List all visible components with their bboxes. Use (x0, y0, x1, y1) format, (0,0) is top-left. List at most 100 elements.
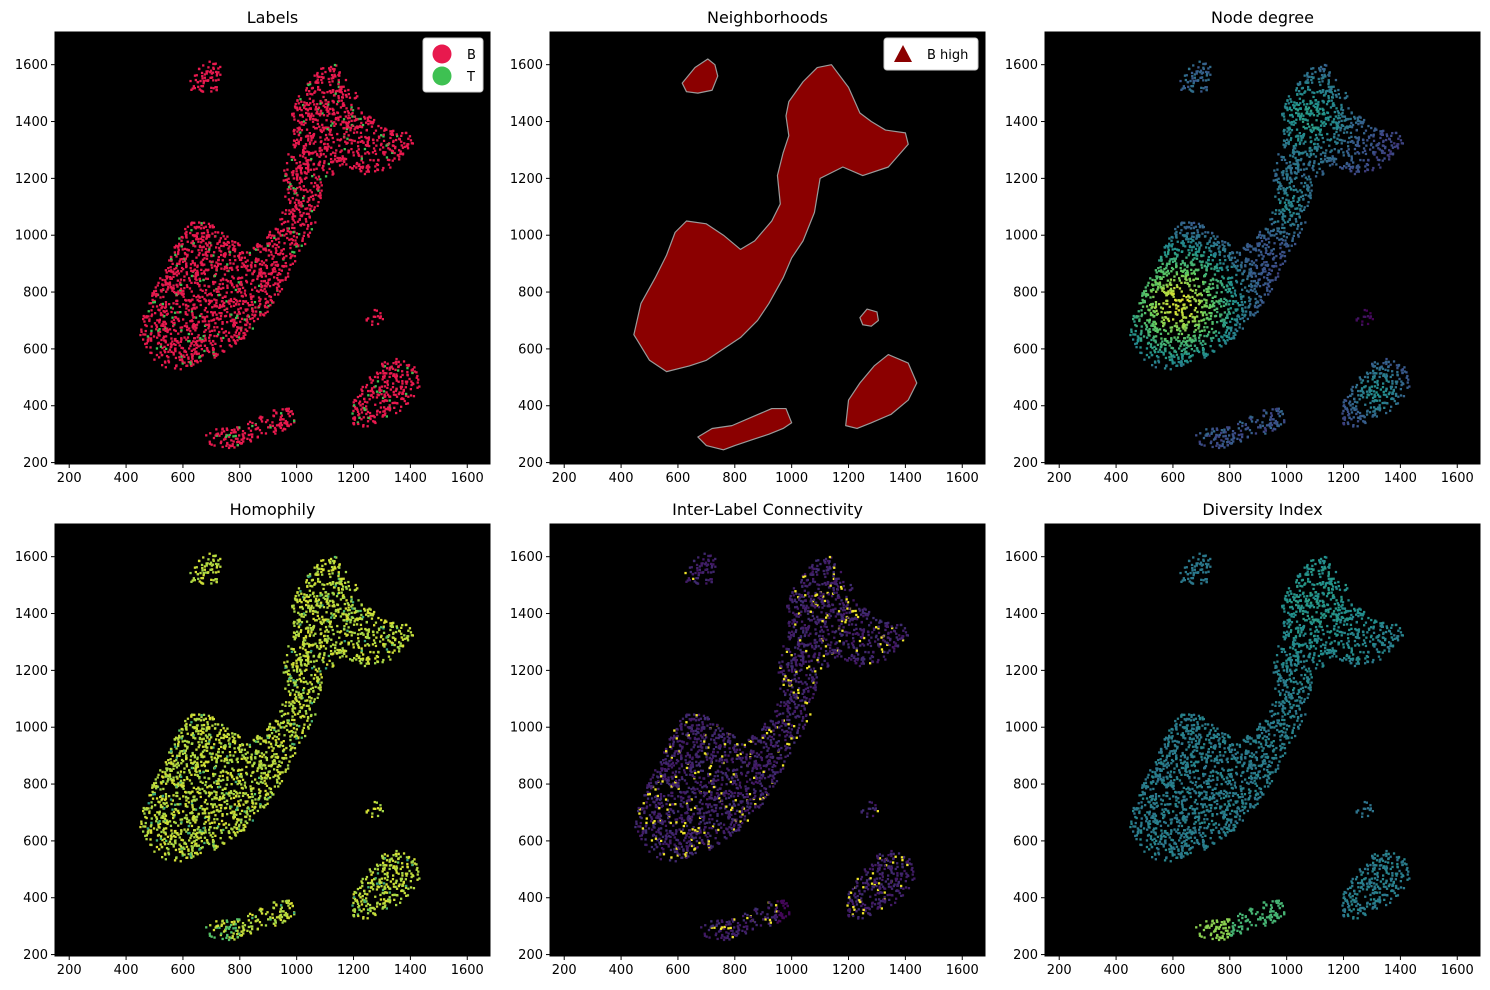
cell-point (149, 302, 153, 305)
cell-point (377, 394, 380, 397)
cell-point (1320, 77, 1323, 80)
cell-point (397, 369, 400, 372)
cell-point (203, 73, 206, 76)
cell-point (234, 248, 237, 251)
cell-point (1300, 191, 1303, 194)
cell-point (201, 316, 204, 319)
cell-point (370, 125, 374, 128)
cell-point (169, 342, 172, 345)
cell-point (383, 129, 386, 132)
cell-point (1191, 85, 1195, 88)
cell-point (305, 87, 308, 90)
cell-point (1292, 189, 1295, 192)
cell-point (236, 443, 239, 447)
cell-point (205, 234, 208, 237)
cell-point (1162, 272, 1165, 275)
cell-point (1350, 170, 1353, 173)
cell-point (261, 416, 264, 419)
cell-point (143, 316, 146, 319)
cell-point (360, 170, 363, 173)
cell-point (1308, 125, 1311, 128)
cell-point (315, 108, 318, 111)
cell-point (192, 316, 195, 319)
cell-point (1355, 129, 1358, 132)
cell-point (399, 409, 402, 412)
cell-point (1264, 247, 1267, 250)
cell-point (1162, 353, 1165, 356)
cell-point (1272, 179, 1275, 182)
cell-point (1349, 165, 1353, 169)
cell-point (392, 144, 395, 148)
cell-point (153, 322, 157, 325)
cell-point (304, 144, 308, 147)
cell-point (220, 305, 224, 308)
cell-point (1173, 258, 1176, 261)
cell-point (1313, 105, 1317, 109)
cell-point (372, 147, 376, 150)
cell-point (1279, 263, 1282, 266)
cell-point (1325, 149, 1328, 152)
cell-point (1278, 230, 1281, 233)
cell-point (351, 115, 354, 118)
cell-point (1230, 291, 1233, 294)
cell-point (1343, 165, 1346, 168)
cell-point (153, 290, 156, 293)
cell-point (1288, 185, 1291, 189)
cell-point (1318, 167, 1321, 170)
cell-point (382, 139, 386, 142)
cell-point (374, 315, 377, 318)
cell-point (1155, 313, 1158, 316)
cell-point (1315, 119, 1318, 122)
cell-point (353, 416, 357, 419)
cell-point (1290, 167, 1293, 170)
cell-point (1280, 255, 1283, 258)
cell-point (1300, 205, 1303, 208)
cell-point (190, 361, 193, 364)
cell-point (1379, 132, 1382, 136)
cell-point (373, 375, 377, 379)
cell-point (354, 96, 358, 99)
cell-point (1334, 115, 1337, 118)
cell-point (240, 294, 243, 298)
cell-point (159, 312, 163, 315)
cell-point (334, 122, 337, 126)
cell-point (177, 319, 181, 323)
cell-point (405, 382, 408, 385)
cell-point (150, 313, 154, 316)
cell-point (384, 151, 387, 154)
cell-point (1159, 285, 1163, 289)
cell-point (1158, 283, 1162, 286)
cell-point (383, 153, 386, 156)
cell-point (1175, 303, 1178, 307)
cell-point (1257, 254, 1260, 257)
cell-point (1310, 184, 1313, 187)
cell-point (1273, 234, 1276, 237)
cell-point (191, 270, 194, 273)
cell-point (312, 142, 315, 145)
cell-point (1208, 239, 1211, 242)
cell-point (224, 330, 227, 333)
cell-point (1226, 313, 1229, 316)
cell-point (209, 76, 213, 79)
cell-point (216, 333, 220, 336)
cell-point (217, 71, 220, 74)
cell-point (316, 119, 319, 122)
legend: BT (422, 37, 484, 93)
cell-point (338, 71, 341, 74)
cell-point (1309, 154, 1313, 157)
cell-point (1268, 290, 1272, 293)
cell-point (291, 250, 294, 254)
cell-point (1196, 243, 1199, 246)
cell-point (1255, 285, 1258, 288)
cell-point (316, 103, 319, 106)
cell-point (200, 340, 203, 343)
cell-point (1343, 139, 1346, 143)
cell-point (215, 304, 218, 308)
cell-point (241, 430, 245, 433)
cell-point (234, 434, 237, 438)
cell-point (1318, 128, 1321, 132)
cell-point (353, 119, 356, 122)
cell-point (375, 144, 378, 147)
cell-point (177, 272, 180, 275)
cell-point (1173, 324, 1176, 328)
